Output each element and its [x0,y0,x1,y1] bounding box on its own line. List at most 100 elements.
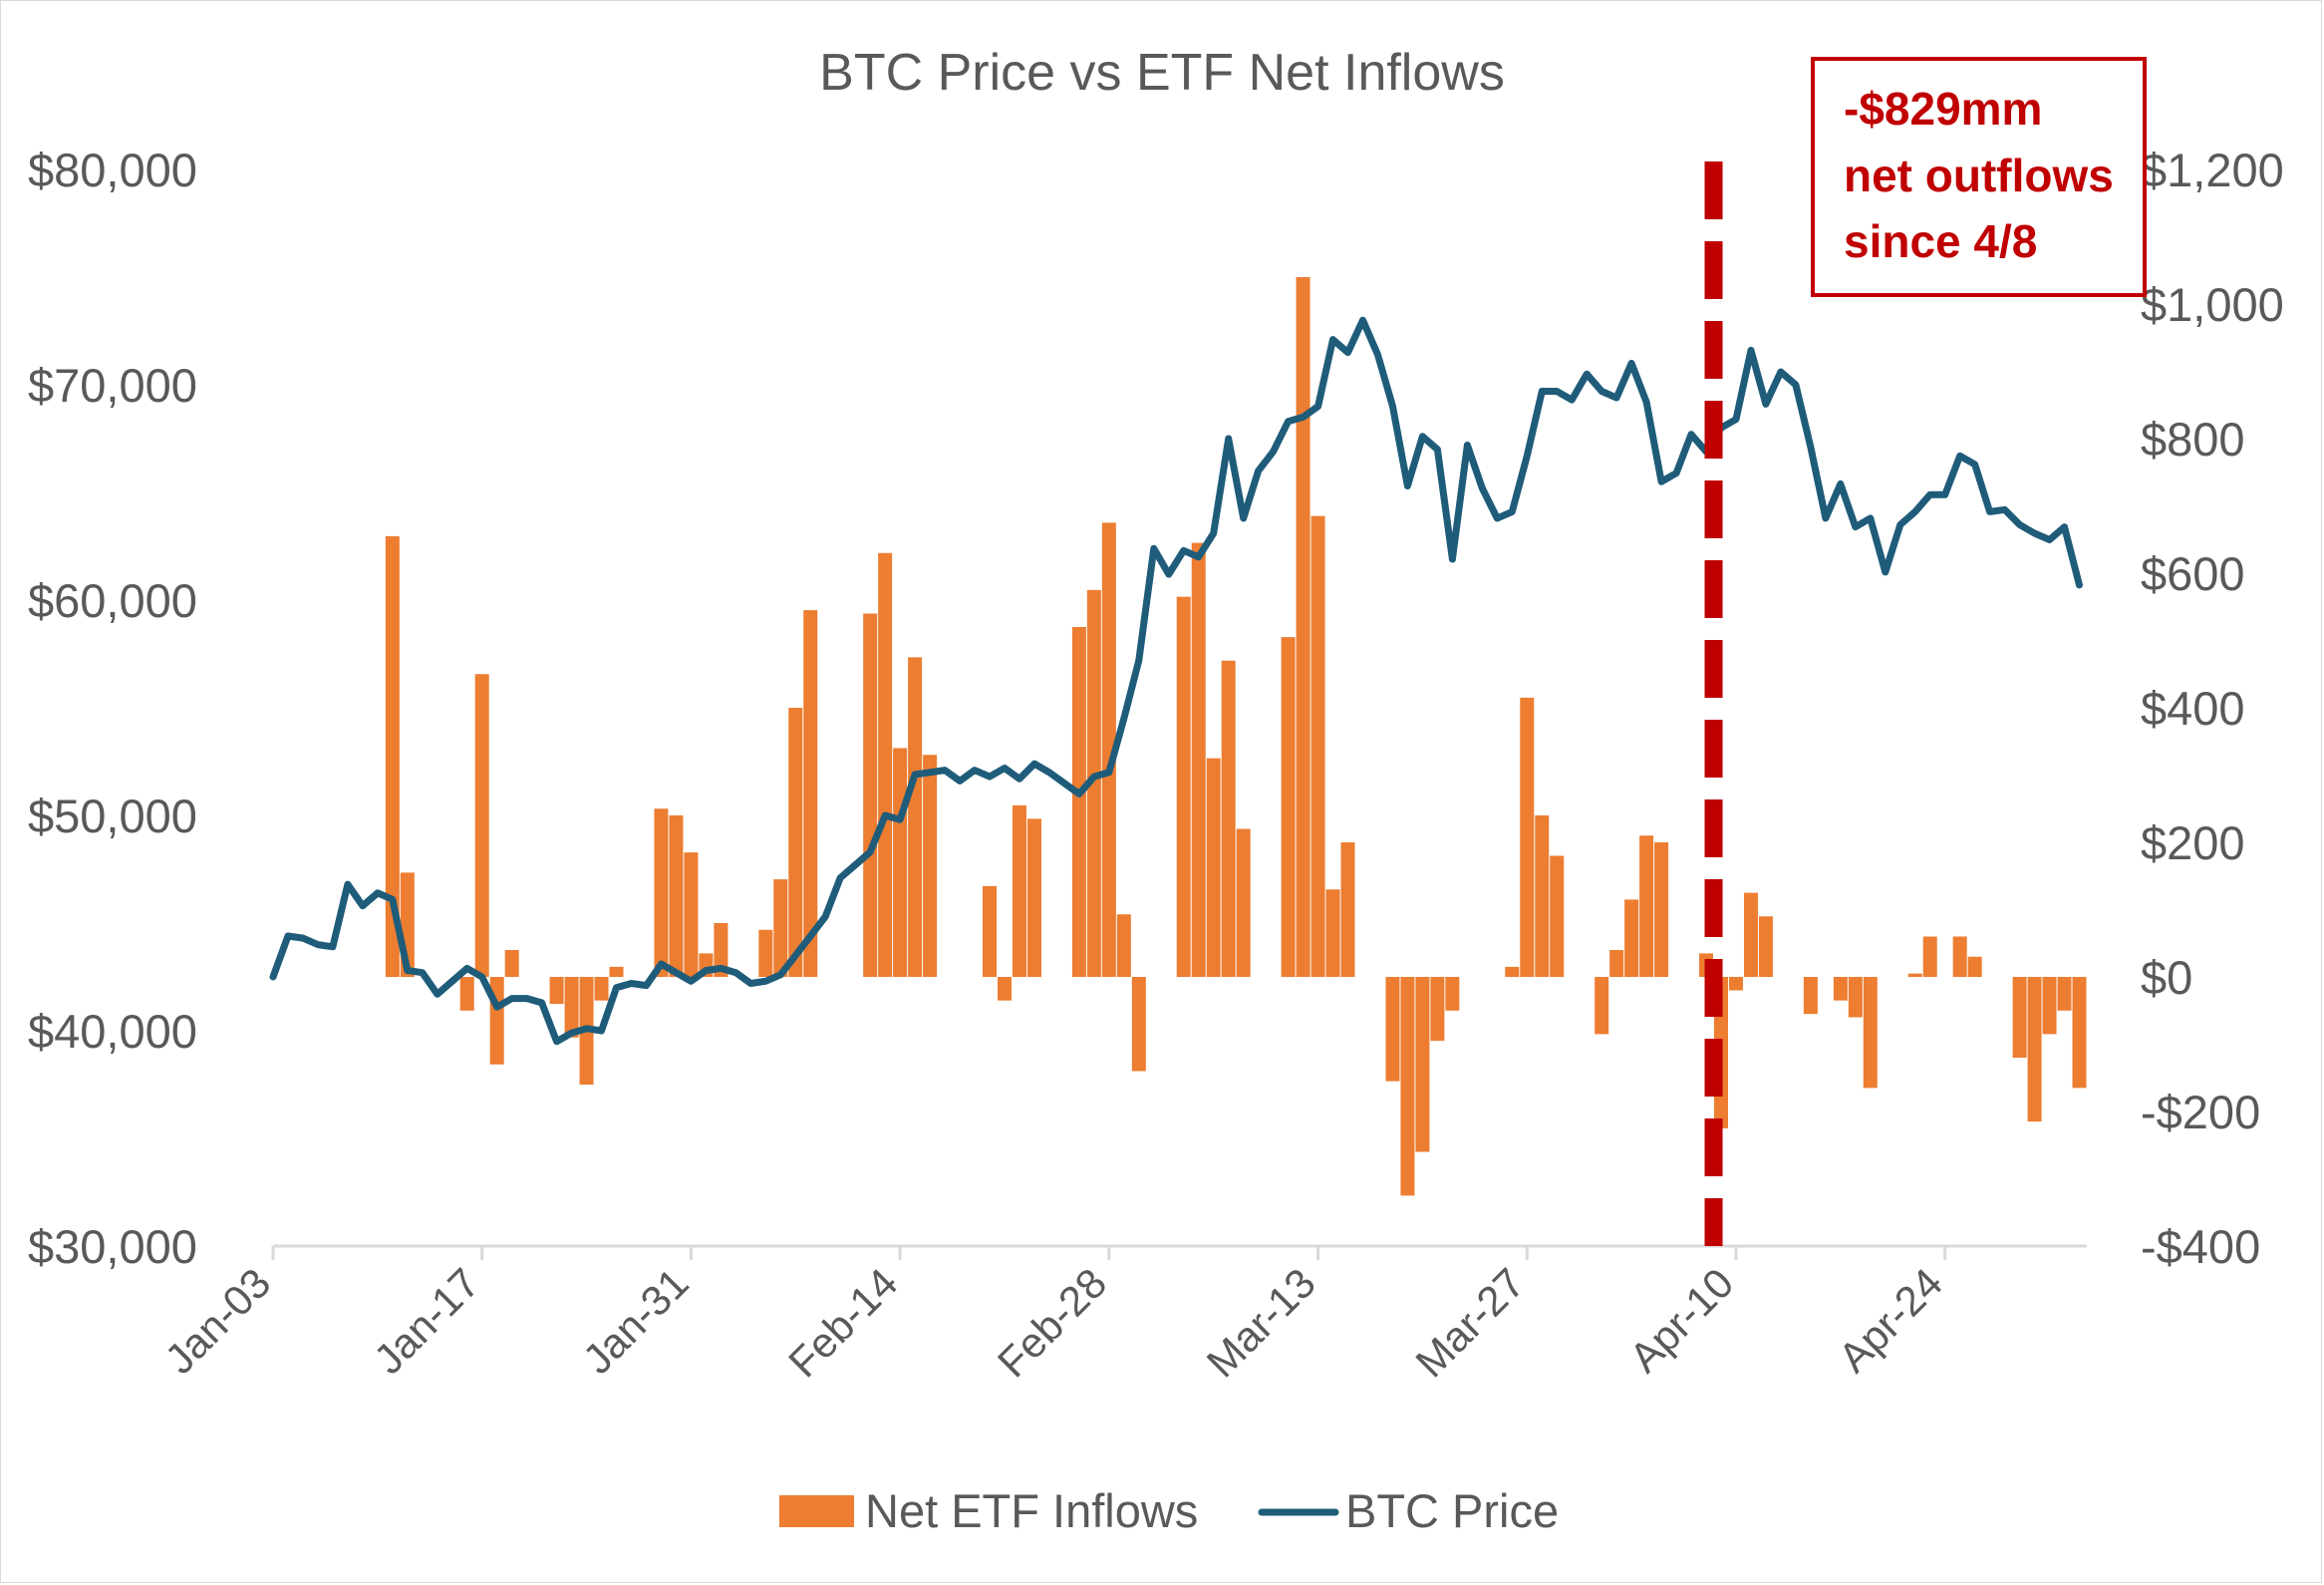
right-tick-label: $800 [2141,413,2245,466]
inflow-bar [1191,542,1206,977]
x-tick-label: Apr-10 [1620,1259,1742,1381]
right-tick-label: $200 [2141,816,2245,869]
inflow-bar [1430,977,1445,1042]
inflow-bar [1609,950,1624,977]
inflow-bar [2027,977,2042,1122]
btc-price-line [269,316,2083,1046]
inflow-bar [1221,660,1236,977]
inflow-bar [803,610,818,977]
inflow-bar [459,977,474,1011]
right-tick-label: $600 [2141,547,2245,600]
inflow-bar [1131,977,1146,1072]
annotation-line-1: -$829mm [1844,83,2042,135]
inflow-bar [1952,936,1967,977]
inflow-bar [1236,828,1251,977]
inflow-bar [1535,815,1550,977]
inflow-bar [1967,956,1982,977]
inflow-bar [773,879,788,977]
inflow-bar [1012,804,1026,977]
right-tick-label: -$200 [2141,1086,2260,1138]
inflow-bar [2072,977,2087,1089]
inflow-bar [1071,627,1086,977]
inflow-bar [669,815,684,977]
inflow-bar [1803,977,1818,1015]
inflow-bar [1833,977,1848,1001]
legend-label-price: BTC Price [1345,1484,1559,1537]
left-axis: $30,000 $40,000 $50,000 $60,000 $70,000 $80,0… [28,144,197,1273]
inflow-bar [893,748,908,977]
inflow-bar [878,552,893,977]
legend: Net ETF Inflows BTC Price [779,1484,1559,1537]
inflow-bar [684,852,699,977]
inflow-bar [564,977,579,1038]
inflow-bar [908,657,923,977]
inflow-bar [1550,855,1565,977]
inflow-bar [1654,842,1669,977]
left-tick-label: $50,000 [28,790,197,842]
inflow-bar [1505,966,1520,977]
inflow-bar [504,950,519,977]
left-tick-label: $40,000 [28,1005,197,1058]
x-tick-label: Apr-24 [1830,1259,1951,1381]
annotation-box: -$829mm net outflows since 4/8 [1811,57,2147,297]
inflow-bar [1907,973,1922,977]
right-tick-label: $1,200 [2141,144,2284,196]
inflow-bar [1325,889,1340,977]
left-tick-label: $80,000 [28,144,197,196]
legend-swatch-inflows [779,1495,854,1527]
left-tick-label: $70,000 [28,359,197,412]
inflow-bar [1206,758,1221,977]
inflow-bar [1026,818,1041,977]
inflow-bar [609,966,624,977]
chart-title: BTC Price vs ETF Net Inflows [819,44,1505,102]
inflow-bar [1595,977,1609,1035]
x-tick-label: Mar-13 [1198,1259,1324,1386]
right-tick-label: $400 [2141,682,2245,735]
x-tick-label: Jan-03 [155,1259,279,1383]
inflow-bar [1743,892,1758,977]
inflow-bar [1848,977,1863,1018]
inflow-bar [997,977,1012,1001]
inflow-bar [2012,977,2027,1058]
inflow-bar [1116,914,1131,977]
x-axis: Jan-03 Jan-17 Jan-31 Feb-14 Feb-28 Mar-13 Mar-… [155,1244,2087,1386]
right-tick-label: $1,000 [2141,278,2284,331]
legend-label-inflows: Net ETF Inflows [865,1484,1198,1537]
inflow-bar [1176,596,1191,977]
inflow-bar [1624,899,1639,977]
inflow-bar [2057,977,2072,1011]
inflow-bar [1340,842,1355,977]
inflow-bar [1281,637,1296,977]
inflow-bar [1310,515,1325,977]
inflow-bar [1520,697,1535,977]
annotation-line-3: since 4/8 [1844,215,2037,267]
x-tick-label: Feb-28 [989,1259,1115,1386]
inflow-bar [758,929,773,977]
inflow-bar [1101,522,1116,977]
inflow-bar [863,613,878,977]
inflow-bar [1296,277,1310,977]
x-tick-label: Jan-17 [365,1259,488,1383]
inflow-bar [654,808,669,977]
inflow-bar [549,977,564,1004]
left-tick-label: $30,000 [28,1220,197,1273]
inflow-bar [474,674,489,977]
inflow-bar [1863,977,1878,1089]
inflow-bars [385,277,2087,1196]
inflow-bar [1400,977,1415,1196]
inflow-bar [1728,977,1743,991]
right-tick-label: -$400 [2141,1220,2260,1273]
x-tick-label: Feb-14 [779,1259,906,1386]
left-tick-label: $60,000 [28,574,197,627]
inflow-bar [385,535,400,977]
inflow-bar [788,708,803,977]
inflow-bar [1086,589,1101,977]
inflow-bar [1385,977,1400,1082]
inflow-bar [1415,977,1430,1152]
right-axis: -$400 -$200 $0 $200 $400 $600 $800 $1,000 $1,200 [2141,144,2284,1273]
inflow-bar [1445,977,1460,1011]
inflow-bar [714,923,728,977]
inflow-bar [983,885,998,977]
